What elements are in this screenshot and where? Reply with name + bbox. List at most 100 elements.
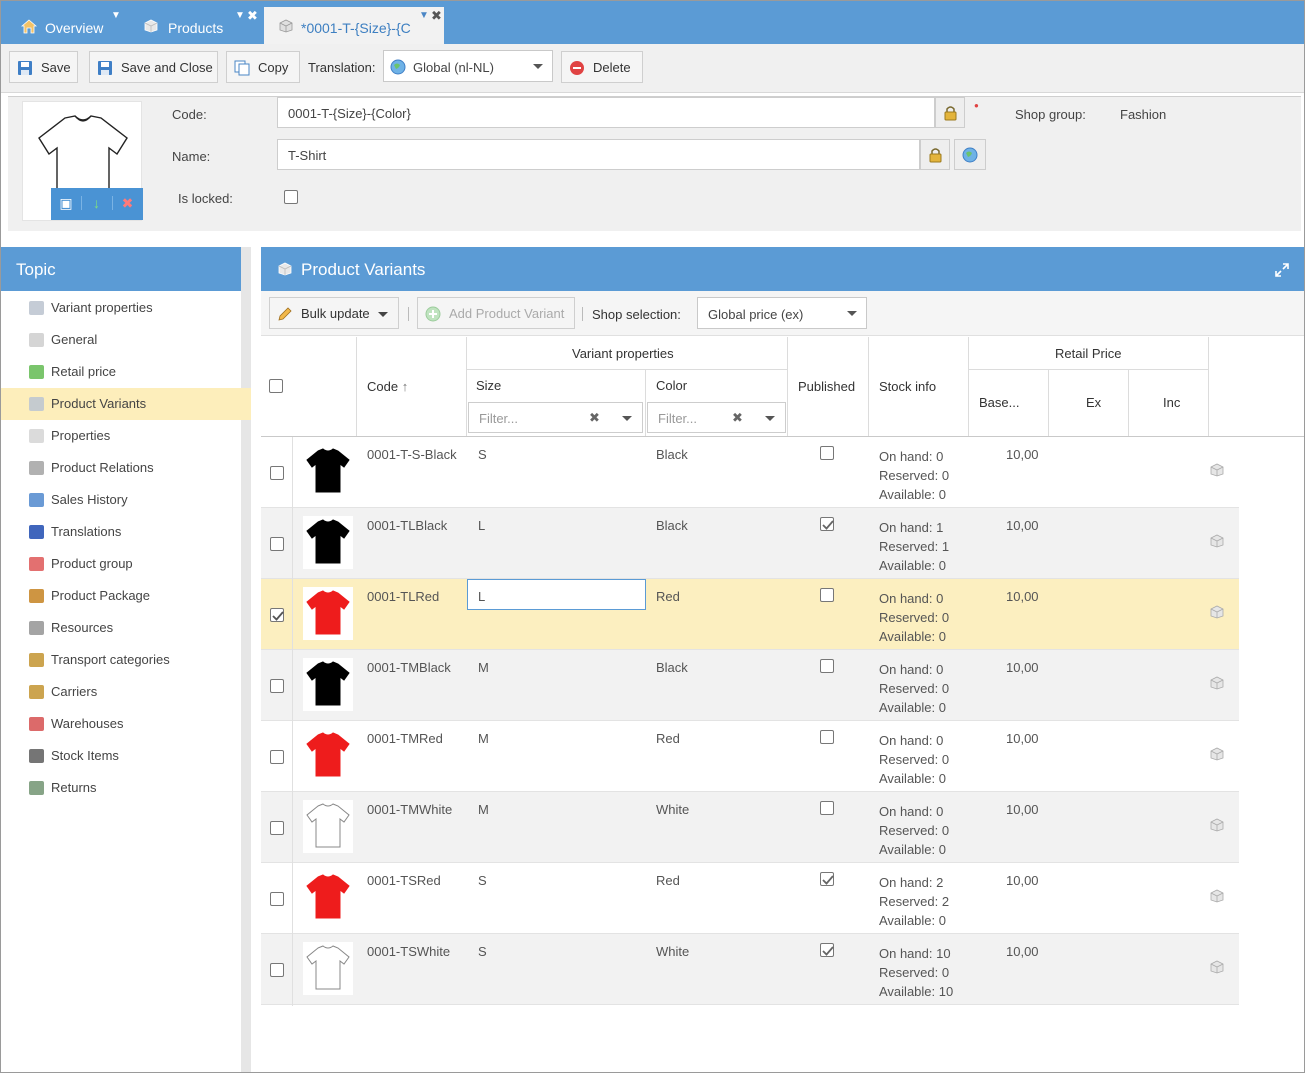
published-checkbox[interactable] — [820, 943, 834, 957]
tab-current-product[interactable]: *0001-T-{Size}-{C ▼ ✖ — [264, 7, 444, 44]
size-filter-input[interactable]: Filter... ✖ — [468, 402, 643, 433]
variant-code: 0001-TLBlack — [367, 518, 448, 533]
variant-thumbnail — [303, 729, 353, 782]
name-translate-button[interactable] — [954, 139, 986, 170]
topic-item-warehouses[interactable]: Warehouses — [1, 708, 251, 740]
published-checkbox[interactable] — [820, 446, 834, 460]
topic-item-sales-history[interactable]: Sales History — [1, 484, 251, 516]
table-row[interactable]: 0001-TMRed M Red On hand: 0 Reserved: 0 Avail… — [261, 721, 1239, 792]
size-edit-input[interactable] — [467, 579, 646, 610]
variant-code: 0001-TSWhite — [367, 944, 451, 959]
save-and-close-button[interactable]: Save and Close — [89, 51, 218, 83]
download-icon[interactable]: ↓ — [81, 196, 111, 210]
bulk-update-button[interactable]: Bulk update — [269, 297, 399, 329]
code-field[interactable]: 0001-T-{Size}-{Color} — [277, 97, 935, 128]
topic-item-carriers[interactable]: Carriers — [1, 676, 251, 708]
stock-on-hand: On hand: 0 — [879, 591, 944, 606]
row-checkbox[interactable] — [270, 963, 284, 977]
table-row[interactable]: 0001-TSWhite S White On hand: 10 Reserved: 0… — [261, 934, 1239, 1005]
table-row[interactable]: 0001-TSRed S Red On hand: 2 Reserved: 2 Avail… — [261, 863, 1239, 934]
table-row[interactable]: 0001-TLRed L Red On hand: 0 Reserved: 0 Avail… — [261, 579, 1239, 650]
image-upload-icon[interactable]: ▣ — [59, 195, 73, 211]
variant-box-icon[interactable] — [1209, 463, 1225, 480]
close-icon[interactable]: ✖ — [247, 8, 258, 23]
base-column-header[interactable]: Base... — [979, 395, 1020, 410]
clear-icon[interactable]: ✖ — [732, 410, 743, 425]
variant-box-icon[interactable] — [1209, 605, 1225, 622]
stock-reserved: Reserved: 0 — [879, 468, 950, 483]
published-checkbox[interactable] — [820, 588, 834, 602]
tshirt-image — [306, 874, 350, 919]
topic-item-product-relations[interactable]: Product Relations — [1, 452, 251, 484]
color-column-header[interactable]: Color — [656, 378, 688, 393]
row-checkbox[interactable] — [270, 608, 284, 622]
topic-item-product-group[interactable]: Product group — [1, 548, 251, 580]
table-row[interactable]: 0001-TLBlack L Black On hand: 1 Reserved: 1 A… — [261, 508, 1239, 579]
color-filter-input[interactable]: Filter... ✖ — [647, 402, 786, 433]
topic-item-transport-categories[interactable]: Transport categories — [1, 644, 251, 676]
table-row[interactable]: 0001-TMWhite M White On hand: 0 Reserved: 0 A… — [261, 792, 1239, 863]
topic-item-general[interactable]: General — [1, 324, 251, 356]
select-all-checkbox[interactable] — [269, 379, 283, 393]
color-filter-placeholder: Filter... — [658, 411, 698, 426]
copy-button[interactable]: Copy — [226, 51, 300, 83]
topic-item-product-package[interactable]: Product Package — [1, 580, 251, 612]
topic-item-variant-properties[interactable]: Variant properties — [1, 292, 251, 324]
name-field[interactable]: T-Shirt — [277, 139, 920, 170]
clear-icon[interactable]: ✖ — [589, 410, 600, 425]
topic-item-resources[interactable]: Resources — [1, 612, 251, 644]
topic-item-label: Product group — [51, 556, 133, 571]
variant-box-icon[interactable] — [1209, 676, 1225, 693]
name-lock-button[interactable] — [920, 139, 950, 170]
close-icon[interactable]: ✖ — [431, 8, 442, 23]
is-locked-checkbox[interactable] — [284, 190, 298, 204]
row-checkbox[interactable] — [270, 892, 284, 906]
published-checkbox[interactable] — [820, 517, 834, 531]
expand-icon[interactable] — [1275, 263, 1289, 277]
topic-item-returns[interactable]: Returns — [1, 772, 251, 804]
translation-select[interactable]: Global (nl-NL) — [383, 50, 553, 82]
table-row[interactable]: 0001-TMBlack M Black On hand: 0 Reserved: 0 A… — [261, 650, 1239, 721]
topic-item-retail-price[interactable]: Retail price — [1, 356, 251, 388]
published-checkbox[interactable] — [820, 872, 834, 886]
row-checkbox[interactable] — [270, 679, 284, 693]
tab-products[interactable]: Products ▼ ✖ — [135, 7, 263, 44]
published-checkbox[interactable] — [820, 659, 834, 673]
stock-info-column-header[interactable]: Stock info — [879, 379, 937, 394]
ex-column-header[interactable]: Ex — [1086, 395, 1102, 410]
code-lock-button[interactable] — [935, 97, 965, 128]
topic-item-translations[interactable]: Translations — [1, 516, 251, 548]
inc-column-header[interactable]: Inc — [1163, 395, 1181, 410]
topic-item-label: Variant properties — [51, 300, 153, 315]
chevron-down-icon[interactable] — [765, 416, 775, 421]
add-product-variant-button[interactable]: Add Product Variant — [417, 297, 575, 329]
variant-box-icon[interactable] — [1209, 889, 1225, 906]
variant-box-icon[interactable] — [1209, 960, 1225, 977]
tab-overview[interactable]: Overview ▼ — [13, 7, 131, 44]
table-row[interactable]: 0001-T-S-Black S Black On hand: 0 Reserved: … — [261, 437, 1239, 508]
size-column-header[interactable]: Size — [476, 378, 502, 393]
variant-color: Red — [656, 873, 680, 888]
published-column-header[interactable]: Published — [798, 379, 856, 394]
variant-box-icon[interactable] — [1209, 747, 1225, 764]
tab-menu-icon[interactable]: ▼ — [419, 10, 429, 21]
published-checkbox[interactable] — [820, 801, 834, 815]
topic-item-product-variants[interactable]: Product Variants — [1, 388, 251, 420]
remove-image-icon[interactable]: ✖ — [112, 196, 142, 210]
variant-box-icon[interactable] — [1209, 534, 1225, 551]
tab-menu-icon[interactable]: ▼ — [235, 10, 245, 21]
shop-selection-select[interactable]: Global price (ex) — [697, 297, 867, 329]
row-checkbox[interactable] — [270, 821, 284, 835]
tab-menu-icon[interactable]: ▼ — [111, 10, 121, 21]
save-button[interactable]: Save — [9, 51, 78, 83]
topic-item-properties[interactable]: Properties — [1, 420, 251, 452]
chevron-down-icon[interactable] — [622, 416, 632, 421]
variant-box-icon[interactable] — [1209, 818, 1225, 835]
row-checkbox[interactable] — [270, 537, 284, 551]
row-checkbox[interactable] — [270, 466, 284, 480]
row-checkbox[interactable] — [270, 750, 284, 764]
published-checkbox[interactable] — [820, 730, 834, 744]
code-column-header[interactable]: Code ↑ — [367, 379, 408, 394]
delete-button[interactable]: Delete — [561, 51, 643, 83]
topic-item-stock-items[interactable]: Stock Items — [1, 740, 251, 772]
